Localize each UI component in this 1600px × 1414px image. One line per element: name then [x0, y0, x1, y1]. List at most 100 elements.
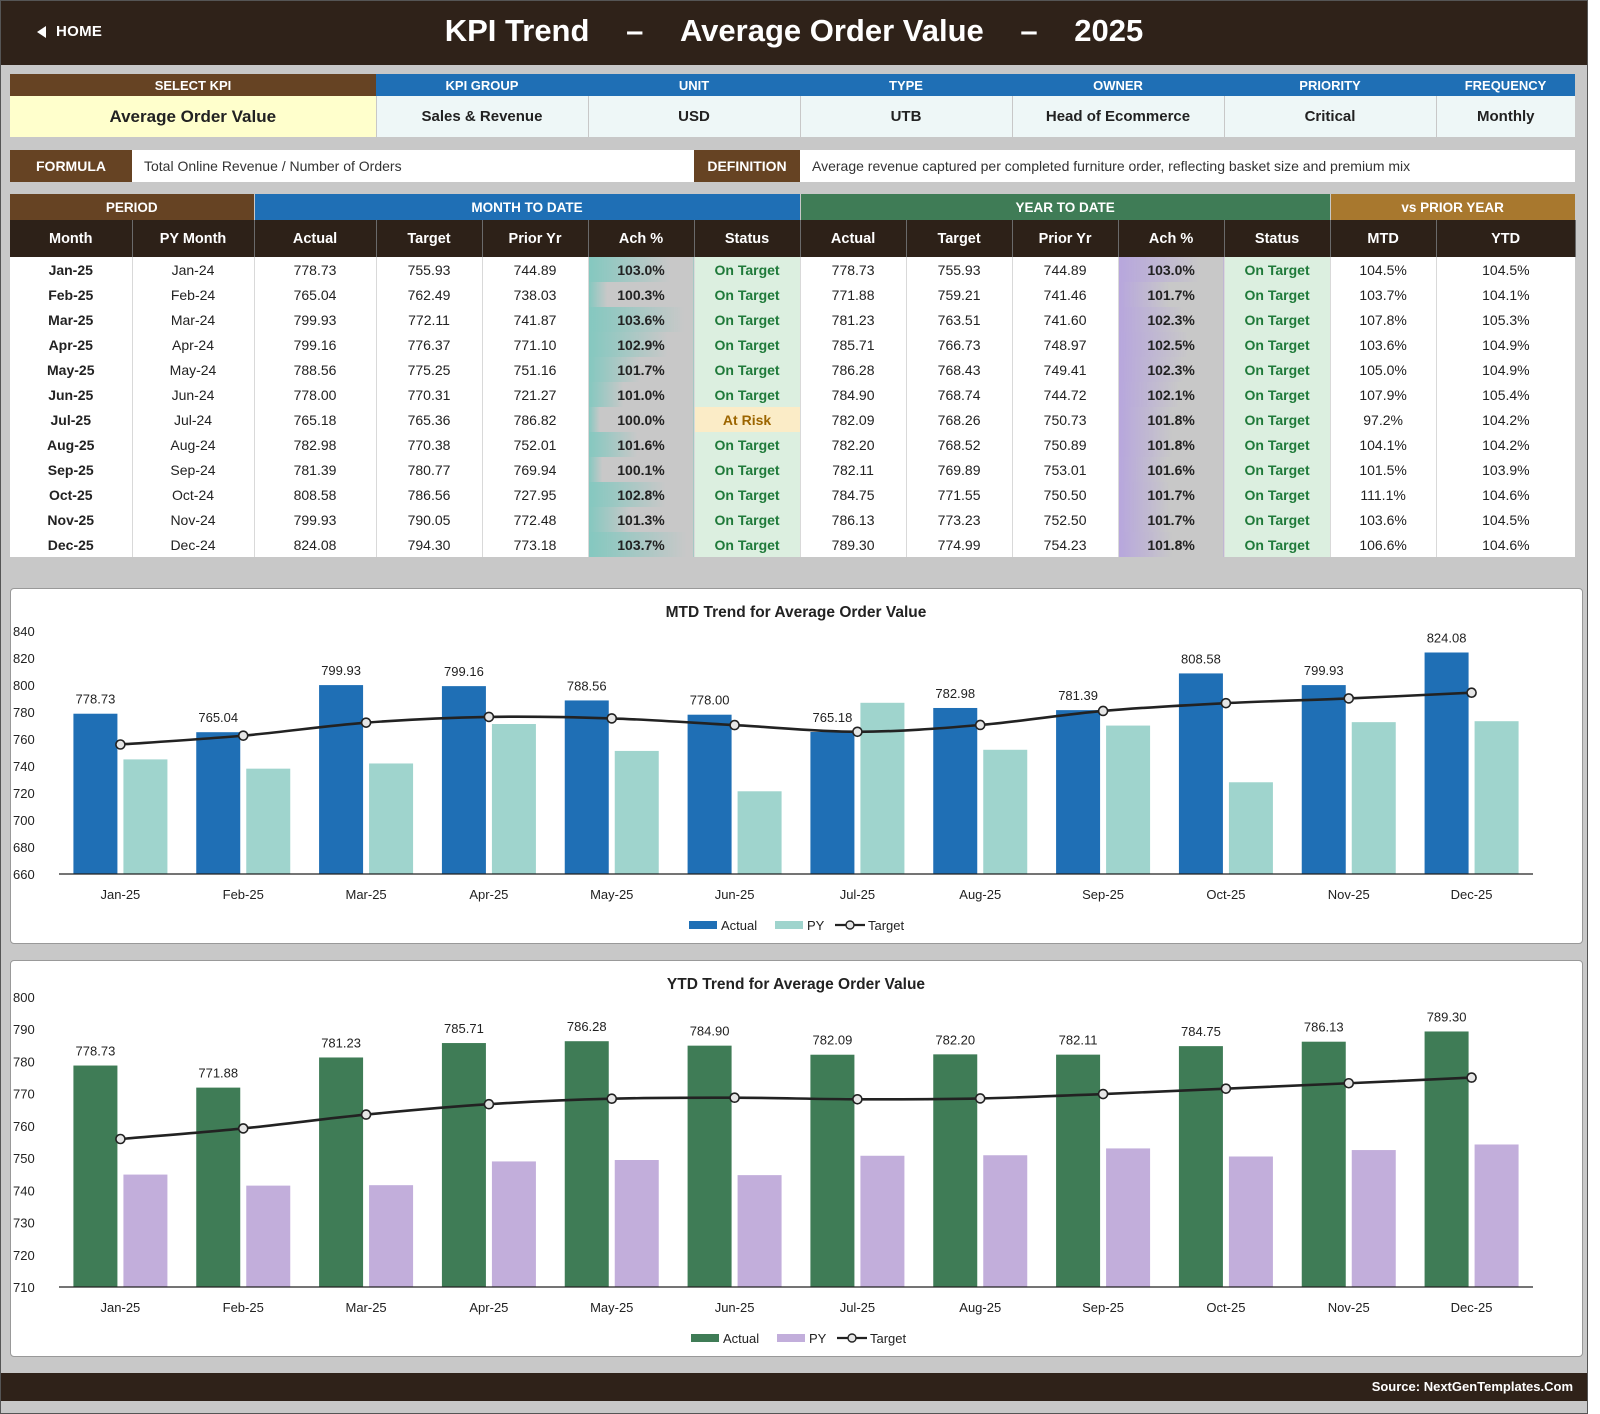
kpi-group-value: Sales & Revenue: [376, 96, 589, 137]
home-button[interactable]: HOME: [37, 23, 102, 40]
mtd-chart-panel: MTD Trend for Average Order Value 660 680 7…: [10, 588, 1583, 944]
col-ytd-ach-header: Ach %: [1118, 220, 1225, 257]
legend-swatch-actual: [691, 1334, 719, 1342]
cell-ytd-status: On Target: [1224, 257, 1331, 282]
legend-swatch-py: [777, 1334, 805, 1342]
data-label-actual: 808.58: [1181, 651, 1221, 666]
cell-mtd-prior-yr: 752.01: [482, 432, 589, 457]
bar-py: [614, 750, 659, 874]
bar-py: [983, 1155, 1028, 1287]
kpi-select-dropdown[interactable]: Average Order Value: [10, 96, 377, 137]
x-tick-label: Feb-25: [223, 1300, 264, 1315]
cell-vs-py-ytd: 104.5%: [1436, 257, 1576, 282]
footer-bar: Source: NextGenTemplates.Com: [1, 1373, 1587, 1401]
cell-ytd-target: 755.93: [906, 257, 1013, 282]
x-tick-label: Dec-25: [1451, 1300, 1493, 1315]
table-row: Dec-25 Dec-24 824.08 794.30 773.18 103.7% On T…: [10, 532, 1576, 557]
bar-actual: [564, 1041, 609, 1287]
data-label-actual: 765.04: [198, 710, 238, 725]
target-point: [729, 719, 740, 731]
kpi-type-value: UTB: [800, 96, 1013, 137]
legend-label-actual: Actual: [723, 1331, 759, 1346]
y-tick-label: 800: [13, 990, 35, 1005]
col-month-header: Month: [10, 220, 133, 257]
y-tick-label: 680: [13, 840, 35, 855]
cell-ytd-actual: 781.23: [800, 307, 907, 332]
cell-ytd-prior-yr: 749.41: [1012, 357, 1119, 382]
bar-py: [737, 1175, 782, 1287]
cell-month: Jul-25: [10, 407, 133, 432]
cell-mtd-target: 762.49: [376, 282, 483, 307]
x-tick-label: Oct-25: [1206, 887, 1245, 902]
target-point: [237, 730, 249, 741]
legend-label-target: Target: [870, 1331, 907, 1346]
cell-vs-py-ytd: 104.2%: [1436, 407, 1576, 432]
cell-ytd-prior-yr: 753.01: [1012, 457, 1119, 482]
cell-ytd-status: On Target: [1224, 532, 1331, 557]
bar-py: [123, 1174, 168, 1287]
cell-py-month: Nov-24: [132, 507, 255, 532]
target-point: [115, 739, 126, 750]
bar-actual: [441, 1043, 486, 1287]
cell-ytd-ach: 102.3%: [1118, 357, 1225, 382]
cell-mtd-actual: 824.08: [254, 532, 377, 557]
bar-py: [1351, 722, 1396, 874]
cell-ytd-ach: 101.8%: [1118, 432, 1225, 457]
cell-ytd-prior-yr: 750.73: [1012, 407, 1119, 432]
kpi-header-group: KPI GROUP: [376, 74, 588, 96]
cell-mtd-actual: 799.16: [254, 332, 377, 357]
data-label-actual: 799.16: [444, 664, 484, 679]
cell-ytd-ach: 102.3%: [1118, 307, 1225, 332]
cell-ytd-actual: 782.11: [800, 457, 907, 482]
cell-ytd-actual: 785.71: [800, 332, 907, 357]
cell-mtd-status: On Target: [694, 457, 801, 482]
data-label-actual: 788.56: [567, 678, 607, 693]
kpi-data-table: PERIOD MONTH TO DATE YEAR TO DATE vs PRI…: [10, 194, 1576, 557]
title-separator-2: –: [1020, 13, 1038, 48]
cell-ytd-ach: 101.6%: [1118, 457, 1225, 482]
cell-mtd-prior-yr: 738.03: [482, 282, 589, 307]
cell-month: Mar-25: [10, 307, 133, 332]
bar-actual: [810, 1054, 855, 1287]
cell-mtd-target: 775.25: [376, 357, 483, 382]
cell-py-month: May-24: [132, 357, 255, 382]
target-point: [974, 1093, 986, 1104]
cell-vs-py-ytd: 103.9%: [1436, 457, 1576, 482]
table-row: Oct-25 Oct-24 808.58 786.56 727.95 102.8% On T…: [10, 482, 1576, 507]
col-ytd-status-header: Status: [1224, 220, 1331, 257]
y-tick-label: 780: [13, 705, 35, 720]
cell-mtd-prior-yr: 741.87: [482, 307, 589, 332]
table-row: Jul-25 Jul-24 765.18 765.36 786.82 100.0% At R…: [10, 407, 1576, 432]
cell-mtd-status: On Target: [694, 282, 801, 307]
cell-mtd-prior-yr: 751.16: [482, 357, 589, 382]
data-label-actual: 782.11: [1059, 1033, 1098, 1048]
title-separator-1: –: [626, 13, 644, 48]
target-point: [606, 713, 618, 724]
cell-ytd-prior-yr: 748.97: [1012, 332, 1119, 357]
title-kpi-name: Average Order Value: [679, 13, 984, 48]
bar-py: [369, 1185, 414, 1287]
bar-py: [1474, 1144, 1519, 1287]
col-mtd-target-header: Target: [376, 220, 483, 257]
target-point: [1097, 1088, 1109, 1100]
x-tick-label: Sep-25: [1082, 887, 1124, 902]
x-tick-label: Feb-25: [223, 887, 264, 902]
home-label: HOME: [56, 23, 103, 40]
bar-py: [1228, 782, 1273, 874]
cell-ytd-status: On Target: [1224, 457, 1331, 482]
cell-mtd-ach: 100.1%: [588, 457, 695, 482]
cell-mtd-actual: 765.18: [254, 407, 377, 432]
formula-definition-row: FORMULA Total Online Revenue / Number of…: [10, 150, 1575, 182]
target-point: [360, 1109, 372, 1120]
cell-mtd-target: 794.30: [376, 532, 483, 557]
target-point: [360, 717, 372, 728]
data-label-actual: 789.30: [1427, 1009, 1467, 1024]
cell-mtd-target: 770.38: [376, 432, 483, 457]
cell-ytd-target: 759.21: [906, 282, 1013, 307]
x-tick-label: May-25: [590, 1300, 633, 1315]
cell-ytd-ach: 101.7%: [1118, 482, 1225, 507]
cell-mtd-status: On Target: [694, 482, 801, 507]
cell-mtd-actual: 799.93: [254, 507, 377, 532]
cell-mtd-prior-yr: 769.94: [482, 457, 589, 482]
table-row: Jun-25 Jun-24 778.00 770.31 721.27 101.0% On T…: [10, 382, 1576, 407]
